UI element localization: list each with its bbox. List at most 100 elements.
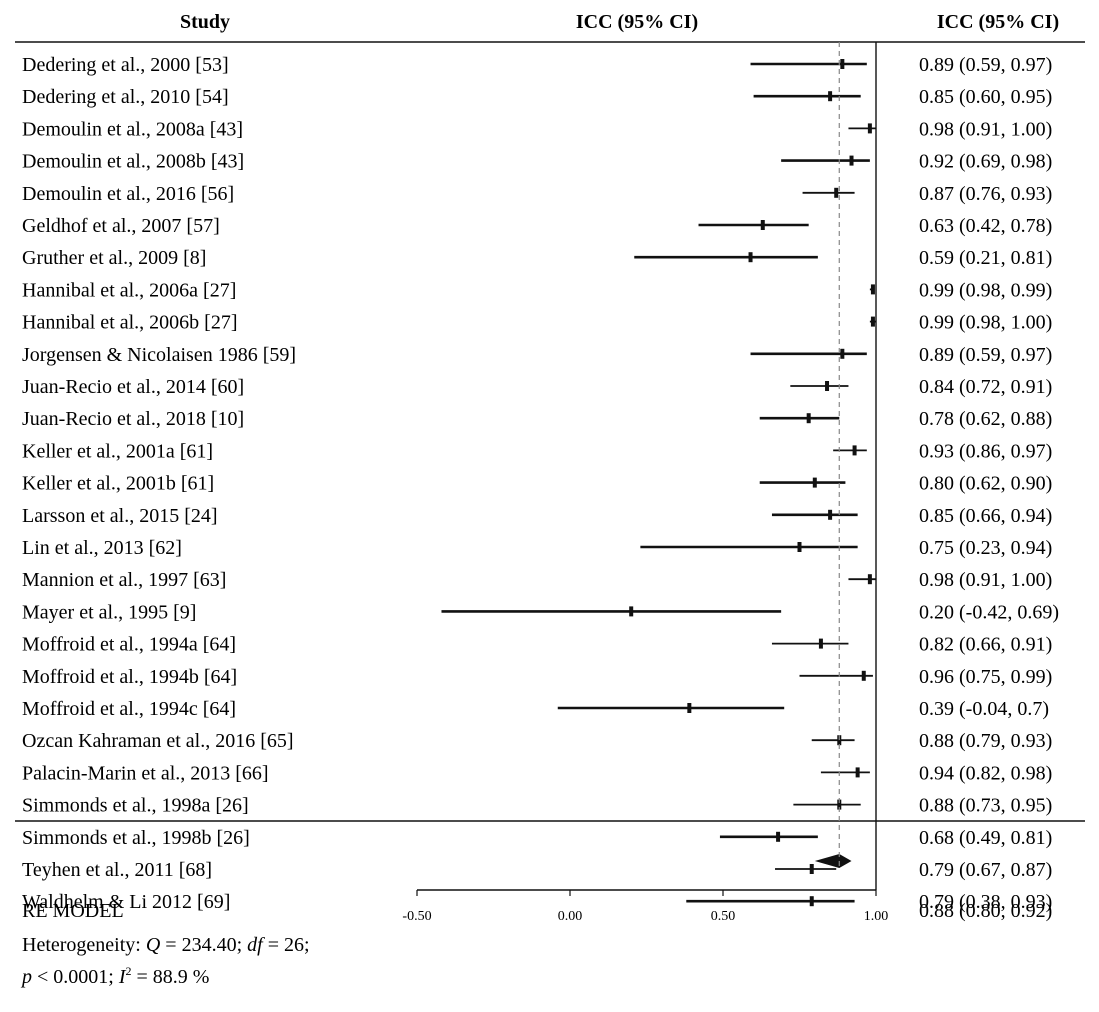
point-estimate — [834, 187, 839, 198]
study-estimate-text: 0.99 (0.98, 0.99) — [919, 279, 1052, 301]
point-estimate — [867, 574, 872, 585]
study-estimate-text: 0.94 (0.82, 0.98) — [919, 762, 1052, 784]
x-tick-label: -0.50 — [402, 909, 431, 924]
point-estimate — [849, 155, 854, 166]
het-p-value: < 0.0001; — [32, 966, 119, 988]
study-label: Mannion et al., 1997 [63] — [22, 569, 226, 591]
study-row: Demoulin et al., 2016 [56] 0.87 (0.76, 0.… — [22, 183, 1052, 205]
study-estimate-text: 0.88 (0.73, 0.95) — [919, 795, 1052, 817]
study-estimate-text: 0.79 (0.67, 0.87) — [919, 859, 1052, 881]
het-q-symbol: Q — [146, 934, 161, 956]
study-estimate-text: 0.89 (0.59, 0.97) — [919, 54, 1052, 76]
study-label: Keller et al., 2001b [61] — [22, 473, 214, 495]
point-estimate — [837, 735, 842, 746]
study-label: Ozcan Kahraman et al., 2016 [65] — [22, 730, 294, 752]
study-label: Jorgensen & Nicolaisen 1986 [59] — [22, 344, 296, 366]
study-row: Ozcan Kahraman et al., 2016 [65] 0.88 (0.… — [22, 730, 1052, 752]
het-prefix: Heterogeneity: — [22, 934, 146, 956]
het-df-value: = 26; — [263, 934, 310, 956]
study-estimate-text: 0.98 (0.91, 1.00) — [919, 569, 1052, 591]
study-row: Hannibal et al., 2006a [27] 0.99 (0.98, 0… — [22, 279, 1052, 301]
study-row: Moffroid et al., 1994c [64] 0.39 (-0.04, … — [22, 698, 1049, 720]
study-label: Palacin-Marin et al., 2013 [66] — [22, 762, 269, 784]
study-label: Demoulin et al., 2016 [56] — [22, 183, 234, 205]
point-estimate — [809, 864, 814, 874]
study-estimate-text: 0.39 (-0.04, 0.7) — [919, 698, 1049, 720]
het-df-symbol: df — [247, 934, 265, 956]
study-row: Demoulin et al., 2008b [43] 0.92 (0.69, 0… — [22, 151, 1052, 173]
summary-diamond — [814, 854, 852, 868]
point-estimate — [870, 284, 875, 295]
study-row: Moffroid et al., 1994a [64] 0.82 (0.66, 0… — [22, 634, 1052, 656]
study-estimate-text: 0.85 (0.60, 0.95) — [919, 86, 1052, 108]
study-row: Mannion et al., 1997 [63] 0.98 (0.91, 1.0… — [22, 569, 1052, 591]
point-estimate — [797, 542, 802, 552]
study-row: Simmonds et al., 1998a [26] 0.88 (0.73, 0… — [22, 795, 1052, 817]
point-estimate — [828, 509, 833, 520]
point-estimate — [840, 59, 845, 69]
study-label: Lin et al., 2013 [62] — [22, 537, 182, 559]
het-i-symbol: I — [118, 966, 127, 988]
study-row: Waldhelm & Li 2012 [69] 0.79 (0.38, 0.93) — [22, 891, 1052, 913]
study-row: Demoulin et al., 2008a [43] 0.98 (0.91, 1… — [22, 118, 1052, 140]
study-label: Dedering et al., 2010 [54] — [22, 86, 229, 108]
study-estimate-text: 0.87 (0.76, 0.93) — [919, 183, 1052, 205]
study-estimate-text: 0.96 (0.75, 0.99) — [919, 666, 1052, 688]
point-estimate — [748, 252, 753, 263]
study-row: Teyhen et al., 2011 [68] 0.79 (0.67, 0.87… — [22, 859, 1052, 881]
study-row: Jorgensen & Nicolaisen 1986 [59] 0.89 (0.… — [22, 344, 1052, 366]
point-estimate — [776, 831, 781, 842]
point-estimate — [828, 91, 833, 102]
study-estimate-text: 0.20 (-0.42, 0.69) — [919, 601, 1059, 623]
study-row: Dedering et al., 2010 [54] 0.85 (0.60, 0.… — [22, 86, 1052, 108]
study-row: Palacin-Marin et al., 2013 [66] 0.94 (0.8… — [22, 762, 1052, 784]
x-tick-label: 0.50 — [711, 909, 736, 924]
study-row: Juan-Recio et al., 2018 [10] 0.78 (0.62, … — [22, 408, 1052, 430]
study-row: Keller et al., 2001a [61] 0.93 (0.86, 0.9… — [22, 440, 1052, 462]
study-estimate-text: 0.79 (0.38, 0.93) — [919, 891, 1052, 913]
x-tick-label: 0.00 — [558, 909, 583, 924]
header-study: Study — [180, 11, 230, 33]
study-row: Mayer et al., 1995 [9] 0.20 (-0.42, 0.69) — [22, 601, 1059, 623]
study-label: Moffroid et al., 1994a [64] — [22, 634, 236, 656]
point-estimate — [840, 348, 845, 359]
point-estimate — [870, 316, 875, 327]
point-estimate — [855, 767, 860, 778]
summary-estimate-text: 0.88 (0.80, 0.92) — [919, 900, 1052, 922]
study-label: Juan-Recio et al., 2014 [60] — [22, 376, 244, 398]
study-label: Keller et al., 2001a [61] — [22, 440, 213, 462]
heterogeneity-line-2: p < 0.0001; I2 = 88.9 % — [20, 964, 209, 988]
header-plot: ICC (95% CI) — [576, 11, 698, 33]
study-estimate-text: 0.75 (0.23, 0.94) — [919, 537, 1052, 559]
point-estimate — [806, 413, 811, 424]
study-estimate-text: 0.85 (0.66, 0.94) — [919, 505, 1052, 527]
study-estimate-text: 0.78 (0.62, 0.88) — [919, 408, 1052, 430]
study-estimate-text: 0.59 (0.21, 0.81) — [919, 247, 1052, 269]
study-row: Keller et al., 2001b [61] 0.80 (0.62, 0.9… — [22, 473, 1052, 495]
study-label: Geldhof et al., 2007 [57] — [22, 215, 220, 237]
study-estimate-text: 0.68 (0.49, 0.81) — [919, 827, 1052, 849]
point-estimate — [852, 445, 857, 456]
study-row: Juan-Recio et al., 2014 [60] 0.84 (0.72, … — [22, 376, 1052, 398]
study-label: Hannibal et al., 2006b [27] — [22, 312, 238, 334]
study-row: Lin et al., 2013 [62] 0.75 (0.23, 0.94) — [22, 537, 1052, 559]
study-label: Waldhelm & Li 2012 [69] — [22, 891, 230, 913]
study-estimate-text: 0.82 (0.66, 0.91) — [919, 634, 1052, 656]
study-label: Demoulin et al., 2008b [43] — [22, 151, 244, 173]
study-label: Mayer et al., 1995 [9] — [22, 601, 196, 623]
study-label: Moffroid et al., 1994c [64] — [22, 698, 236, 720]
x-axis: -0.50 0.00 0.50 1.00 — [402, 889, 888, 924]
study-label: Demoulin et al., 2008a [43] — [22, 118, 243, 140]
study-rows: Dedering et al., 2000 [53] 0.89 (0.59, 0.… — [22, 54, 1059, 913]
study-row: Larsson et al., 2015 [24] 0.85 (0.66, 0.9… — [22, 505, 1052, 527]
heterogeneity-line-1: Heterogeneity: Q = 234.40; df = 26; — [22, 934, 310, 956]
point-estimate — [812, 477, 817, 488]
study-row: Moffroid et al., 1994b [64] 0.96 (0.75, 0… — [22, 666, 1052, 688]
point-estimate — [809, 896, 814, 907]
study-estimate-text: 0.84 (0.72, 0.91) — [919, 376, 1052, 398]
het-p-symbol: p — [20, 966, 32, 988]
point-estimate — [818, 638, 823, 649]
study-label: Simmonds et al., 1998b [26] — [22, 827, 250, 849]
summary-label: RE MODEL — [22, 900, 124, 922]
